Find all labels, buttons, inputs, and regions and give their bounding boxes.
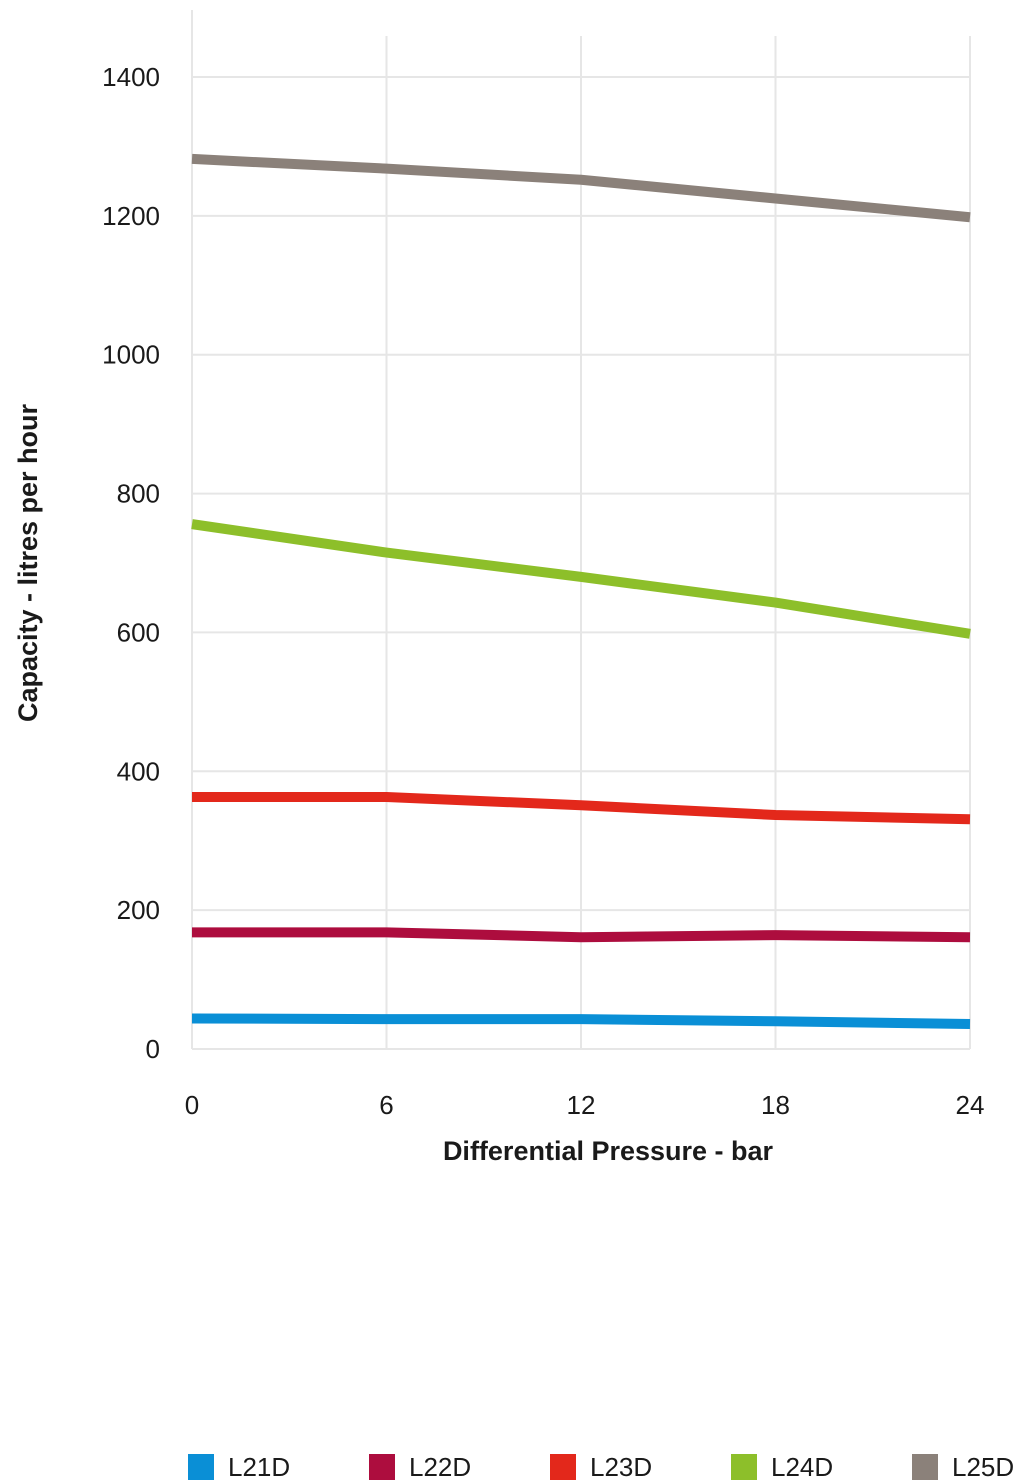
y-tick-label: 1000 (102, 340, 160, 370)
y-tick-label: 0 (146, 1034, 160, 1064)
legend-swatch-l22d (369, 1454, 395, 1480)
legend-label-l24d: L24D (771, 1452, 833, 1482)
x-tick-label: 12 (567, 1090, 596, 1120)
grid-layer (191, 36, 971, 1050)
legend-swatch-l21d (188, 1454, 214, 1480)
axis-layer: 0 200 400 600 800 1000 1200 1400 0 6 12 18 24 (102, 10, 984, 1120)
x-axis-title: Differential Pressure - bar (443, 1136, 774, 1166)
x-tick-label: 24 (956, 1090, 985, 1120)
y-axis-title: Capacity - litres per hour (13, 403, 43, 722)
legend-label-l21d: L21D (228, 1452, 290, 1482)
legend-swatch-l23d (550, 1454, 576, 1480)
series-line-l25d (191, 153, 971, 223)
legend-swatch-l24d (731, 1454, 757, 1480)
y-tick-label: 800 (117, 479, 160, 509)
series-line-l23d (192, 791, 971, 825)
legend-label-l23d: L23D (590, 1452, 652, 1482)
x-tick-label: 0 (185, 1090, 199, 1120)
y-tick-label: 600 (117, 617, 160, 647)
y-tick-label: 1400 (102, 62, 160, 92)
series-line-l21d (191, 1013, 971, 1030)
legend-swatch-l25d (912, 1454, 938, 1480)
y-tick-label: 200 (117, 895, 160, 925)
x-tick-label: 6 (379, 1090, 393, 1120)
legend-label-l22d: L22D (409, 1452, 471, 1482)
x-tick-label: 18 (761, 1090, 790, 1120)
series-layer (191, 153, 971, 1030)
series-line-l22d (192, 927, 971, 943)
legend-label-l25d: L25D (952, 1452, 1014, 1482)
legend: L21D L22D L23D L24D L25D (188, 1452, 1014, 1482)
y-tick-label: 400 (117, 756, 160, 786)
series-line-l24d (191, 519, 971, 639)
y-tick-label: 1200 (102, 201, 160, 231)
